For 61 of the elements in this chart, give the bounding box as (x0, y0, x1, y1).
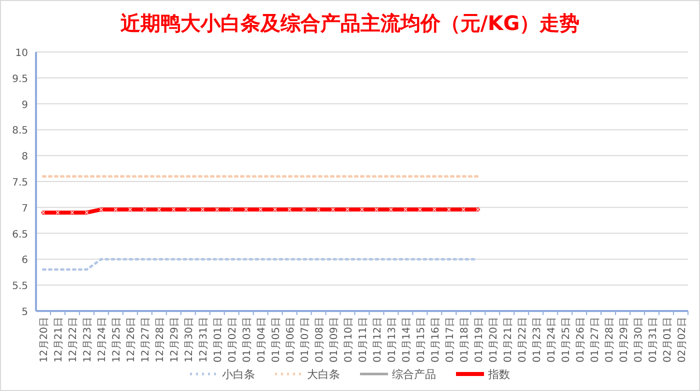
x-tick-label: 01月17日 (444, 317, 456, 362)
x-tick-label: 01月15日 (416, 317, 427, 362)
x-tick-label: 01月24日 (546, 317, 558, 362)
y-tick-label: 5.5 (12, 281, 28, 292)
x-tick-label: 12月29日 (170, 317, 181, 362)
x-tick-label: 01月07日 (300, 317, 312, 362)
x-tick-label: 12月22日 (68, 317, 80, 362)
x-tick-label: 01月08日 (314, 317, 326, 362)
x-tick-label: 12月20日 (39, 317, 50, 362)
x-tick-label: 01月14日 (401, 317, 412, 362)
x-tick-label: 01月19日 (474, 317, 485, 362)
x-tick-label: 12月30日 (184, 317, 196, 362)
x-tick-label: 01月25日 (560, 317, 572, 362)
y-tick-label: 6.5 (12, 229, 28, 240)
x-tick-label: 01月29日 (618, 317, 630, 362)
x-tick-label: 01月20日 (488, 317, 500, 362)
x-tick-label: 01月03日 (242, 317, 254, 362)
legend-label: 大白条 (307, 368, 340, 381)
x-tick-label: 02月02日 (676, 317, 688, 362)
x-tick-label: 01月21日 (502, 317, 514, 362)
x-tick-label: 01月05日 (271, 317, 282, 362)
x-tick-label: 01月23日 (532, 317, 543, 362)
x-tick-label: 12月25日 (112, 317, 123, 362)
x-tick-label: 01月27日 (590, 317, 601, 362)
x-tick-label: 01月10日 (344, 317, 355, 362)
x-tick-label: 01月18日 (459, 317, 470, 362)
y-tick-label: 8.5 (12, 126, 28, 137)
x-tick-label: 12月24日 (97, 317, 108, 362)
y-tick-label: 5 (22, 307, 28, 318)
x-tick-label: 01月28日 (604, 317, 616, 362)
legend-label: 小白条 (222, 368, 255, 381)
x-tick-label: 02月01日 (662, 317, 674, 362)
x-tick-label: 01月26日 (575, 317, 586, 362)
x-tick-label: 12月21日 (54, 317, 65, 362)
x-tick-label: 01月06日 (286, 317, 297, 362)
x-tick-label: 12月31日 (198, 317, 210, 362)
legend-label: 综合产品 (392, 368, 436, 381)
x-tick-label: 01月01日 (213, 317, 224, 362)
x-tick-label: 12月28日 (155, 317, 166, 362)
legend-label: 指数 (487, 368, 510, 381)
y-tick-label: 7 (22, 203, 28, 214)
x-tick-label: 01月11日 (358, 317, 369, 362)
x-tick-label: 12月27日 (140, 317, 152, 362)
x-tick-label: 01月02日 (228, 317, 239, 362)
x-tick-label: 01月16日 (430, 317, 442, 362)
chart-title: 近期鸭大小白条及综合产品主流均价（元/KG）走势 (119, 11, 580, 35)
x-tick-label: 12月23日 (82, 317, 94, 362)
x-tick-label: 01月22日 (517, 317, 528, 362)
x-tick-label: 01月12日 (372, 317, 384, 362)
y-tick-label: 10 (15, 48, 28, 59)
y-tick-label: 9.5 (12, 74, 28, 85)
x-tick-label: 12月26日 (126, 317, 138, 362)
y-tick-label: 8 (22, 152, 28, 163)
x-tick-label: 01月30日 (633, 317, 644, 362)
y-tick-label: 9 (22, 100, 28, 111)
x-tick-label: 01月31日 (648, 317, 659, 362)
x-tick-label: 01月13日 (386, 317, 398, 362)
y-tick-label: 6 (22, 255, 28, 266)
y-tick-label: 7.5 (12, 178, 28, 188)
x-tick-label: 01月09日 (329, 317, 340, 362)
x-tick-label: 01月04日 (256, 317, 268, 362)
